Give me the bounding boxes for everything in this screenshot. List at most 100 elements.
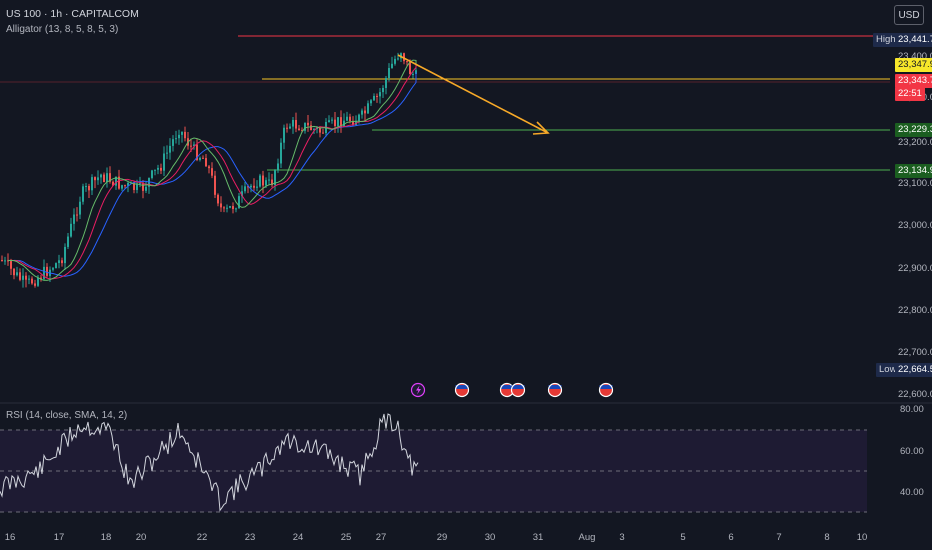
candle-body	[265, 180, 267, 186]
candle-body	[142, 182, 144, 191]
candle-body	[256, 186, 258, 188]
candle-body	[151, 170, 153, 179]
candle-body	[382, 87, 384, 93]
candle-body	[97, 177, 99, 181]
candle-body	[91, 177, 93, 191]
candle-body	[289, 126, 291, 129]
candle-body	[226, 207, 228, 209]
candle-body	[262, 175, 264, 186]
time-label: 5	[680, 532, 686, 543]
candle-body	[406, 61, 408, 63]
time-label: 16	[4, 532, 16, 543]
candle-body	[241, 191, 243, 197]
candle-body	[154, 169, 156, 171]
price-tick: 22,700.0	[898, 347, 932, 358]
candle-body	[301, 130, 303, 132]
price-tick: 23,200.0	[898, 137, 932, 148]
rsi-tick: 40.00	[900, 487, 924, 498]
price-tick: 22,900.0	[898, 263, 932, 274]
candle-body	[157, 167, 159, 170]
candle-body	[103, 174, 105, 183]
candle-body	[46, 266, 48, 276]
bar-countdown: 22:51	[895, 87, 925, 101]
currency-button[interactable]: USD	[894, 5, 924, 25]
us-flag-icon[interactable]	[547, 382, 563, 398]
candle-body	[79, 201, 81, 215]
time-label: 30	[484, 532, 496, 543]
candle-body	[7, 260, 9, 262]
candle-body	[280, 142, 282, 164]
candle-body	[292, 119, 294, 127]
candle-body	[277, 163, 279, 171]
candle-body	[313, 129, 315, 131]
candle-body	[22, 275, 24, 280]
green-level-tag-1: 23,229.3	[895, 123, 932, 137]
lightning-icon[interactable]	[410, 382, 426, 398]
candle-body	[271, 179, 273, 186]
candle-body	[4, 260, 6, 262]
candle-body	[10, 261, 12, 269]
us-flag-icon[interactable]	[454, 382, 470, 398]
us-flag-icon[interactable]	[598, 382, 614, 398]
candle-body	[202, 157, 204, 159]
time-label: 27	[375, 532, 387, 543]
candle-body	[322, 132, 324, 134]
time-label: 25	[340, 532, 352, 543]
candle-body	[163, 153, 165, 171]
candle-body	[28, 278, 30, 280]
rsi-title[interactable]: RSI (14, close, SMA, 14, 2)	[6, 410, 128, 421]
high-label: High	[873, 33, 899, 47]
candle-body	[232, 206, 234, 210]
candle-body	[25, 275, 27, 280]
candle-body	[169, 145, 171, 153]
candle-body	[58, 260, 60, 264]
candle-body	[298, 128, 300, 131]
candle-body	[1, 260, 3, 261]
candle-body	[352, 120, 354, 126]
candle-body	[346, 116, 348, 121]
alligator-jaw-line	[13, 72, 417, 277]
indicator-title[interactable]: Alligator (13, 8, 5, 8, 5, 3)	[6, 24, 119, 35]
candle-body	[166, 152, 168, 154]
candle-body	[40, 277, 42, 279]
candle-body	[193, 144, 195, 147]
candle-body	[208, 166, 210, 169]
candle-body	[283, 127, 285, 143]
candle-body	[181, 131, 183, 135]
us-flag-icon[interactable]	[510, 382, 526, 398]
candle-body	[172, 139, 174, 146]
candle-body	[274, 170, 276, 186]
alligator-lips-line	[7, 59, 417, 281]
candle-body	[136, 183, 138, 190]
alligator-teeth-line	[10, 63, 417, 280]
candle-body	[13, 268, 15, 276]
candle-body	[334, 119, 336, 126]
time-label: 17	[53, 532, 65, 543]
candle-body	[76, 214, 78, 216]
time-label: 23	[244, 532, 256, 543]
candle-body	[373, 95, 375, 101]
candle-body	[190, 145, 192, 147]
candle-body	[361, 110, 363, 115]
candle-body	[211, 168, 213, 176]
time-label: 3	[619, 532, 625, 543]
candle-body	[88, 186, 90, 191]
candle-body	[391, 63, 393, 69]
candle-body	[223, 207, 225, 209]
candle-body	[34, 283, 36, 286]
candle-body	[214, 175, 216, 195]
candle-body	[220, 203, 222, 208]
price-tick: 23,100.0	[898, 178, 932, 189]
candle-body	[412, 73, 414, 75]
candle-body	[127, 182, 129, 186]
candle-body	[397, 58, 399, 60]
projection-arrow[interactable]	[397, 54, 549, 134]
time-label: 10	[856, 532, 868, 543]
candle-body	[409, 61, 411, 75]
candle-body	[31, 278, 33, 284]
candle-body	[259, 175, 261, 187]
symbol-title[interactable]: US 100 · 1h · CAPITALCOM	[6, 8, 139, 20]
candle-body	[295, 119, 297, 129]
candle-body	[307, 122, 309, 126]
